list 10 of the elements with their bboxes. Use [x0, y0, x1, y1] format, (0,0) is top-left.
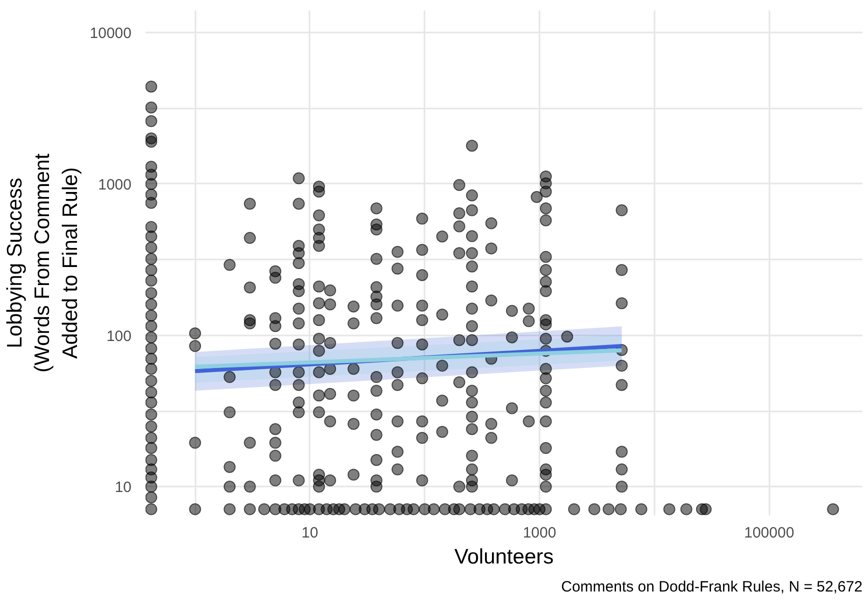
- x-axis-title: Volunteers: [454, 546, 554, 568]
- y-tick-label: 100: [106, 328, 132, 345]
- y-axis-title: Lobbying Success (Words From Comment Added to Final Rule): [4, 153, 82, 372]
- x-tick-label: 100000: [744, 524, 794, 542]
- x-tick-label: 1000: [522, 524, 556, 542]
- text: Comments on Dodd-Frank Rules, N = 52,672: [561, 578, 863, 596]
- y-tick-label: 10: [114, 479, 132, 496]
- x-tick-label: 10: [302, 524, 318, 542]
- y-tick-label: 10000: [90, 25, 132, 42]
- y-tick-label: 1000: [98, 176, 132, 194]
